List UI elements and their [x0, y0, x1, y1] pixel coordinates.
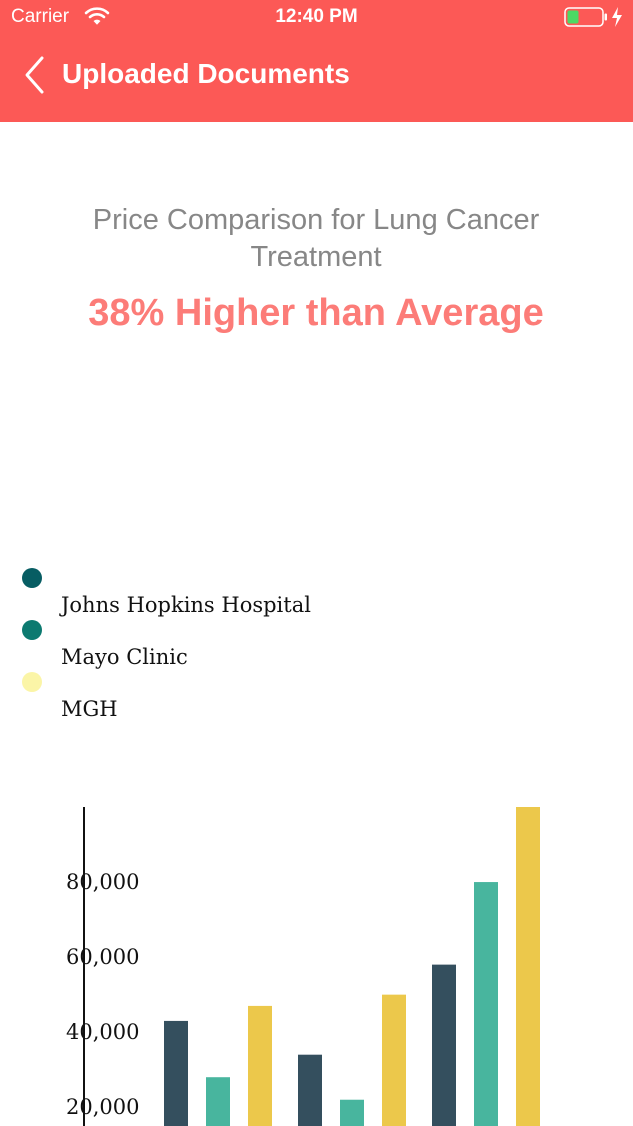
wifi-icon	[84, 7, 110, 25]
chevron-left-icon	[25, 56, 44, 94]
chart-bar	[298, 1054, 322, 1126]
chart-bar	[164, 1020, 188, 1126]
y-tick-label: 60,000	[66, 945, 139, 969]
comparison-highlight: 38% Higher than Average	[88, 292, 544, 334]
back-button[interactable]	[18, 52, 58, 98]
legend-label: Johns Hopkins Hospital	[61, 593, 311, 617]
charging-bolt-icon	[612, 7, 622, 27]
legend-dot	[22, 568, 42, 588]
price-bar-chart: 20,000 40,000 60,000 80,000	[66, 807, 540, 1126]
clock: 12:40 PM	[275, 6, 358, 27]
status-bar: Carrier 12:40 PM	[0, 0, 633, 36]
chart-bar	[206, 1077, 230, 1126]
chart-bar	[248, 1005, 272, 1126]
legend-dot	[22, 672, 42, 692]
chart-bar	[516, 807, 540, 1126]
page-title: Uploaded Documents	[62, 58, 350, 89]
chart-bar	[432, 964, 456, 1126]
chart-bar	[474, 882, 498, 1126]
carrier-label: Carrier	[11, 6, 70, 27]
y-tick-label: 20,000	[66, 1095, 139, 1119]
legend-label: MGH	[61, 697, 118, 721]
legend-dot	[22, 620, 42, 640]
navigation-bar: Uploaded Documents	[0, 36, 633, 122]
legend-label: Mayo Clinic	[61, 645, 188, 669]
chart-bar	[340, 1099, 364, 1126]
battery-icon	[564, 7, 607, 27]
chart-bar	[382, 994, 406, 1126]
y-tick-label: 40,000	[66, 1020, 139, 1044]
comparison-headline: Price Comparison for Lung Cancer Treatme…	[92, 204, 540, 273]
y-tick-label: 80,000	[66, 870, 139, 894]
